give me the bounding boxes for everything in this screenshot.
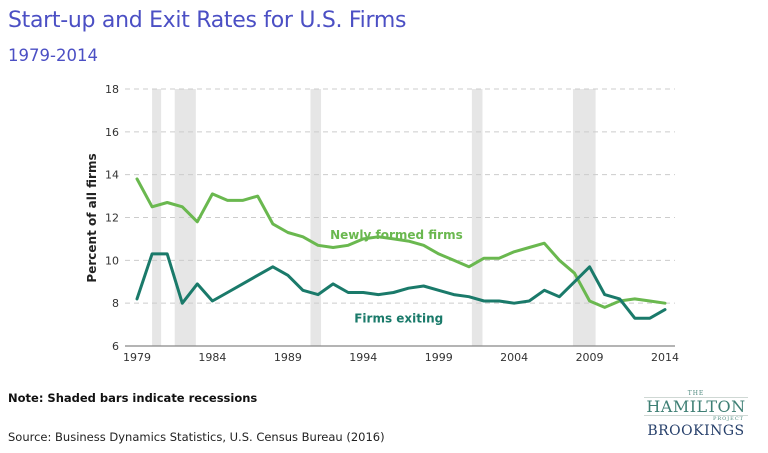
- y-tick-label: 10: [105, 254, 119, 267]
- logo-project: PROJECT: [712, 416, 744, 422]
- series-label: Firms exiting: [354, 311, 443, 325]
- logo-the: THE: [687, 390, 705, 397]
- y-tick-label: 16: [105, 126, 119, 139]
- x-tick-label: 1989: [274, 351, 302, 364]
- y-tick-label: 8: [112, 297, 119, 310]
- line-chart: 6 8 10 12 14 16 18 1979 1984 1989 1994 1999 2004 2009…: [85, 83, 679, 364]
- logo-hamilton: HAMILTON: [644, 397, 748, 416]
- logo-brookings: BROOKINGS: [647, 423, 745, 439]
- y-tick-label: 14: [105, 169, 119, 182]
- x-tick-label: 2004: [500, 351, 528, 364]
- y-tick-label: 6: [112, 340, 119, 353]
- y-tick-label: 18: [105, 83, 119, 96]
- axes: 6 8 10 12 14 16 18 1979 1984 1989 1994 1999 2004 2009…: [105, 83, 679, 364]
- y-tick-label: 12: [105, 212, 119, 225]
- series-line-firms-exiting: [135, 252, 667, 320]
- recession-bar: [174, 89, 196, 346]
- gridlines: [125, 88, 675, 304]
- x-tick-label: 2009: [576, 351, 604, 364]
- y-axis-label: Percent of all firms: [85, 153, 99, 282]
- series-labels: Newly formed firms Firms exiting: [330, 228, 463, 326]
- series-lines: [135, 177, 667, 320]
- footnote-recessions: Note: Shaded bars indicate recessions: [8, 391, 258, 405]
- hamilton-brookings-logo: THE HAMILTON PROJECT BROOKINGS: [640, 390, 752, 439]
- x-tick-label: 1999: [425, 351, 453, 364]
- x-tick-label: 1994: [349, 351, 377, 364]
- chart-title: Start-up and Exit Rates for U.S. Firms: [8, 8, 407, 33]
- chart-subtitle: 1979-2014: [8, 46, 98, 65]
- x-tick-label: 1984: [198, 351, 226, 364]
- source-citation: Source: Business Dynamics Statistics, U.…: [8, 430, 385, 444]
- x-tick-label: 2014: [651, 351, 679, 364]
- x-tick-label: 1979: [123, 351, 151, 364]
- series-label: Newly formed firms: [330, 228, 463, 242]
